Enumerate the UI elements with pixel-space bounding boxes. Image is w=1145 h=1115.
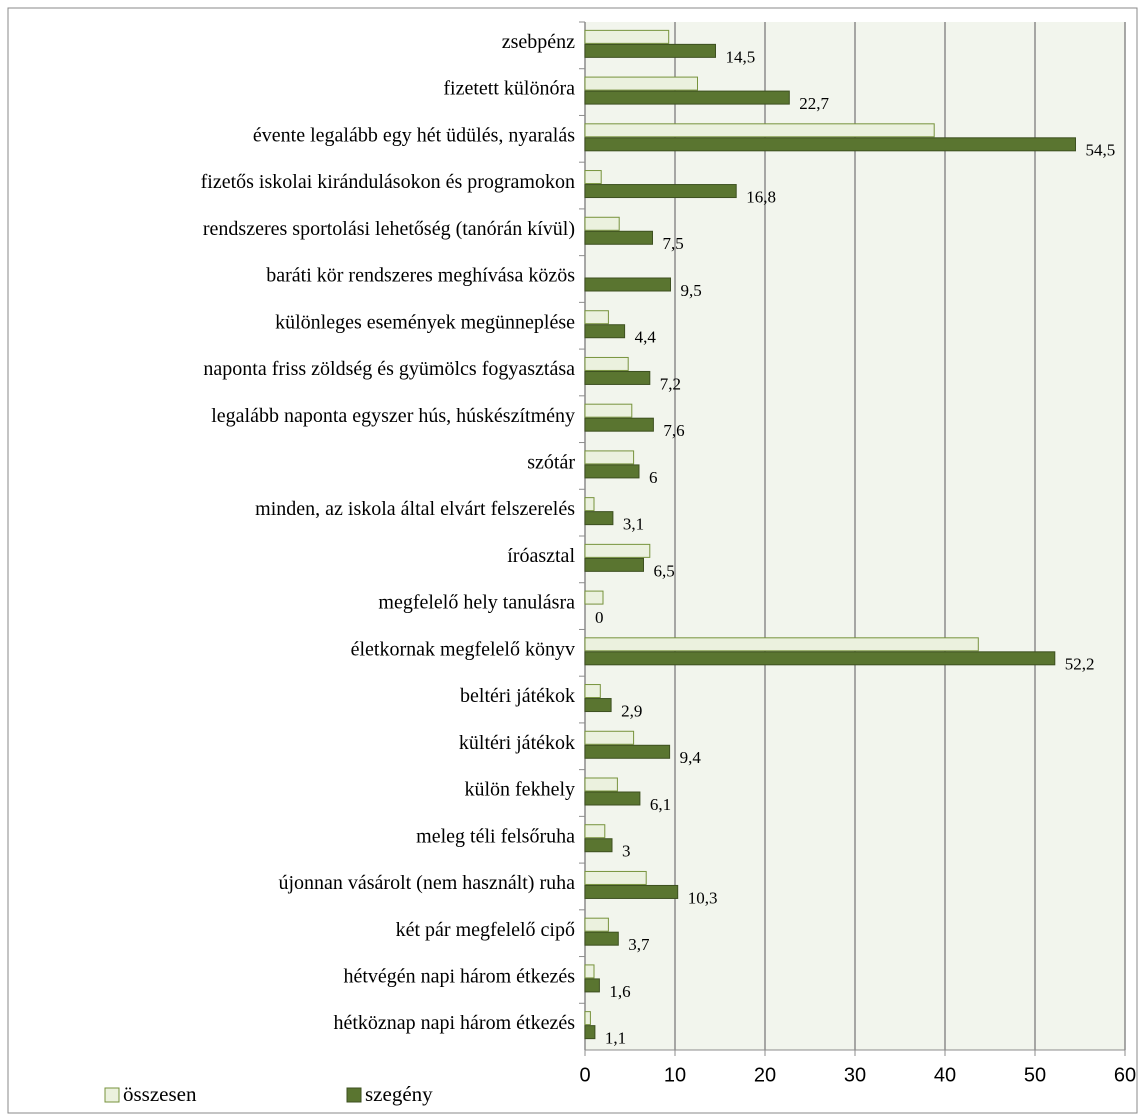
x-tick-label: 10 <box>664 1064 686 1086</box>
bar <box>584 497 595 512</box>
bar <box>584 744 671 759</box>
bar <box>584 356 629 371</box>
bar <box>584 370 651 385</box>
legend-swatch <box>104 1087 120 1103</box>
bar <box>584 978 600 993</box>
bar <box>584 184 737 199</box>
value-label: 7,5 <box>663 234 684 253</box>
category-label: szótár <box>527 452 575 474</box>
value-label: 9,5 <box>681 281 702 300</box>
bar <box>584 1025 596 1040</box>
category-label: hétköznap napi három étkezés <box>333 1012 575 1034</box>
category-label: megfelelő hely tanulásra <box>378 592 575 614</box>
x-tick-label: 50 <box>1024 1064 1046 1086</box>
bar <box>584 230 653 245</box>
bar <box>584 777 618 792</box>
bar <box>584 730 635 745</box>
value-label: 6,1 <box>650 795 671 814</box>
value-label: 0 <box>595 608 604 627</box>
bar <box>584 29 670 44</box>
value-label: 4,4 <box>635 328 657 347</box>
bar <box>584 170 602 185</box>
category-label: baráti kör rendszeres meghívása közös <box>266 265 575 287</box>
category-label: meleg téli felsőruha <box>416 825 575 847</box>
bar <box>584 403 633 418</box>
value-label: 54,5 <box>1086 141 1116 160</box>
bar <box>584 590 604 605</box>
value-label: 52,2 <box>1065 655 1095 674</box>
category-label: minden, az iskola által elvárt felszerel… <box>255 498 575 520</box>
value-label: 9,4 <box>680 748 702 767</box>
bar <box>584 543 651 558</box>
value-label: 3,7 <box>628 935 650 954</box>
category-label: különleges események megünneplése <box>275 311 575 333</box>
category-label: naponta friss zöldség és gyümölcs fogyas… <box>203 358 575 380</box>
x-tick-label: 60 <box>1114 1064 1136 1086</box>
bar <box>584 123 935 138</box>
bar <box>584 277 671 292</box>
bar <box>584 137 1076 152</box>
bar <box>584 931 619 946</box>
value-label: 22,7 <box>799 94 829 113</box>
bar <box>584 684 601 699</box>
category-label: legalább naponta egyszer hús, húskészítm… <box>211 405 575 427</box>
bar <box>584 884 679 899</box>
legend-label: szegény <box>365 1082 433 1106</box>
x-tick-label: 30 <box>844 1064 866 1086</box>
bar <box>584 870 647 885</box>
value-label: 6 <box>649 468 658 487</box>
value-label: 1,6 <box>609 982 630 1001</box>
bar <box>584 43 716 58</box>
bar <box>584 450 635 465</box>
category-label: két pár megfelelő cipő <box>396 919 575 941</box>
category-label: rendszeres sportolási lehetőség (tanórán… <box>203 218 575 240</box>
value-label: 7,2 <box>660 374 681 393</box>
bar <box>584 791 641 806</box>
category-label: fizetett különóra <box>443 78 575 100</box>
category-label: életkornak megfelelő könyv <box>351 638 575 660</box>
category-label: külön fekhely <box>464 779 575 801</box>
bar <box>584 464 640 479</box>
x-tick-label: 20 <box>754 1064 776 1086</box>
bar <box>584 76 698 91</box>
category-label: íróasztal <box>507 545 575 567</box>
category-label: kültéri játékok <box>459 732 575 754</box>
category-label: beltéri játékok <box>460 685 575 707</box>
value-label: 3 <box>622 842 631 861</box>
bar <box>584 698 612 713</box>
bar <box>584 90 790 105</box>
value-label: 7,6 <box>663 421 684 440</box>
bar <box>584 557 644 572</box>
value-label: 3,1 <box>623 515 644 534</box>
x-tick-label: 40 <box>934 1064 956 1086</box>
legend-swatch <box>346 1087 362 1103</box>
value-label: 16,8 <box>746 187 776 206</box>
bar <box>584 651 1056 666</box>
legend-label: összesen <box>123 1082 197 1106</box>
bar <box>584 310 609 325</box>
category-label: hétvégén napi három étkezés <box>343 966 575 988</box>
category-label: zsebpénz <box>502 31 575 53</box>
bar <box>584 1011 591 1026</box>
bar <box>584 838 613 853</box>
bar <box>584 824 606 839</box>
bar <box>584 511 614 526</box>
value-label: 1,1 <box>605 1029 626 1048</box>
category-label: újonnan vásárolt (nem használt) ruha <box>278 872 575 894</box>
bar <box>584 964 595 979</box>
value-label: 10,3 <box>688 888 718 907</box>
category-label: évente legalább egy hét üdülés, nyaralás <box>253 124 575 146</box>
category-label: fizetős iskolai kirándulásokon és progra… <box>201 171 575 193</box>
bar <box>584 637 979 652</box>
bar <box>584 324 626 339</box>
bar <box>584 216 620 231</box>
value-label: 6,5 <box>654 561 675 580</box>
x-tick-label: 0 <box>579 1064 590 1086</box>
value-label: 2,9 <box>621 701 642 720</box>
value-label: 14,5 <box>726 47 756 66</box>
bar <box>584 417 654 432</box>
bar <box>584 917 609 932</box>
